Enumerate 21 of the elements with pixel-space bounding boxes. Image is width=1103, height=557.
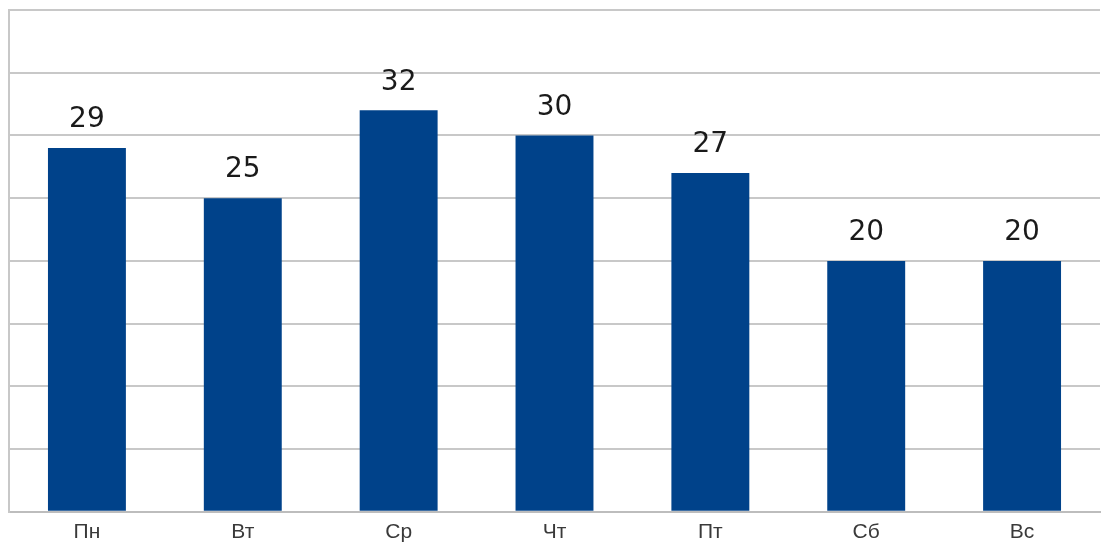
- data-label: 20: [848, 214, 885, 248]
- bar: [203, 198, 282, 511]
- data-label: 32: [380, 63, 417, 97]
- data-label: 29: [69, 101, 105, 135]
- bar: [515, 135, 594, 511]
- data-label: 20: [1004, 214, 1040, 248]
- data-label: 25: [224, 151, 261, 185]
- data-label: 27: [692, 126, 729, 160]
- x-tick-label: Пн: [73, 519, 101, 543]
- bar: [983, 260, 1062, 511]
- bar: [827, 260, 906, 511]
- x-tick-label: Пт: [698, 519, 724, 543]
- x-tick-label: Ср: [385, 519, 413, 543]
- bar: [671, 173, 750, 511]
- data-label: 30: [536, 88, 573, 122]
- x-tick-label: Сб: [852, 519, 880, 543]
- x-tick-label: Чт: [542, 519, 567, 543]
- x-tick-label: Вс: [1009, 519, 1035, 543]
- bar: [359, 110, 438, 511]
- x-tick-label: Вт: [231, 519, 255, 543]
- bar: [47, 148, 126, 511]
